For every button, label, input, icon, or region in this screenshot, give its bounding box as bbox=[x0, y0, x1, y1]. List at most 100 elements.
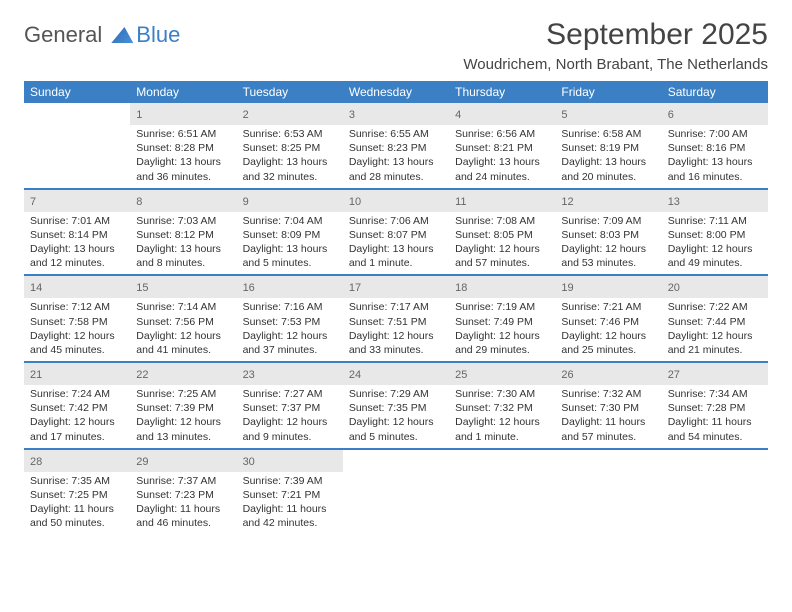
day-number: 18 bbox=[455, 282, 467, 294]
day-number: 10 bbox=[349, 196, 361, 208]
sunset-text: Sunset: 7:39 PM bbox=[135, 401, 231, 415]
day-number: 13 bbox=[668, 196, 680, 208]
daylight-text: Daylight: 12 hours bbox=[135, 415, 231, 429]
calendar-cell: 24Sunrise: 7:29 AMSunset: 7:35 PMDayligh… bbox=[343, 362, 449, 449]
calendar-cell bbox=[343, 449, 449, 535]
sunset-text: Sunset: 7:44 PM bbox=[667, 315, 763, 329]
sunrise-text: Sunrise: 7:39 AM bbox=[242, 474, 338, 488]
sunset-text: Sunset: 8:00 PM bbox=[667, 228, 763, 242]
day-header-row: SundayMondayTuesdayWednesdayThursdayFrid… bbox=[24, 81, 768, 103]
daylight-text: Daylight: 13 hours bbox=[135, 242, 231, 256]
sunset-text: Sunset: 8:12 PM bbox=[135, 228, 231, 242]
daylight-text: and 8 minutes. bbox=[135, 256, 231, 270]
calendar-cell: 25Sunrise: 7:30 AMSunset: 7:32 PMDayligh… bbox=[449, 362, 555, 449]
sunrise-text: Sunrise: 7:08 AM bbox=[454, 214, 550, 228]
day-number: 25 bbox=[455, 369, 467, 381]
daylight-text: Daylight: 12 hours bbox=[348, 415, 444, 429]
daylight-text: and 42 minutes. bbox=[242, 516, 338, 530]
daylight-text: and 24 minutes. bbox=[454, 170, 550, 184]
daylight-text: and 54 minutes. bbox=[667, 430, 763, 444]
daylight-text: and 32 minutes. bbox=[242, 170, 338, 184]
day-header: Sunday bbox=[24, 81, 130, 103]
sunrise-text: Sunrise: 7:16 AM bbox=[242, 300, 338, 314]
sunset-text: Sunset: 8:07 PM bbox=[348, 228, 444, 242]
day-number: 26 bbox=[561, 369, 573, 381]
location-text: Woudrichem, North Brabant, The Netherlan… bbox=[463, 56, 768, 73]
day-number: 23 bbox=[243, 369, 255, 381]
calendar-cell: 3Sunrise: 6:55 AMSunset: 8:23 PMDaylight… bbox=[343, 103, 449, 189]
calendar-cell: 13Sunrise: 7:11 AMSunset: 8:00 PMDayligh… bbox=[662, 189, 768, 276]
daylight-text: Daylight: 11 hours bbox=[667, 415, 763, 429]
sunrise-text: Sunrise: 7:14 AM bbox=[135, 300, 231, 314]
logo-text-2: Blue bbox=[136, 22, 180, 48]
calendar-cell bbox=[24, 103, 130, 189]
daylight-text: Daylight: 12 hours bbox=[454, 329, 550, 343]
sunrise-text: Sunrise: 7:22 AM bbox=[667, 300, 763, 314]
sunset-text: Sunset: 8:25 PM bbox=[242, 141, 338, 155]
day-number: 21 bbox=[30, 369, 42, 381]
calendar-cell: 19Sunrise: 7:21 AMSunset: 7:46 PMDayligh… bbox=[555, 275, 661, 362]
daylight-text: Daylight: 12 hours bbox=[242, 329, 338, 343]
daylight-text: Daylight: 12 hours bbox=[135, 329, 231, 343]
sunset-text: Sunset: 8:05 PM bbox=[454, 228, 550, 242]
calendar-cell bbox=[555, 449, 661, 535]
daylight-text: Daylight: 13 hours bbox=[29, 242, 125, 256]
daylight-text: and 57 minutes. bbox=[560, 430, 656, 444]
daylight-text: and 13 minutes. bbox=[135, 430, 231, 444]
day-number: 12 bbox=[561, 196, 573, 208]
day-number: 4 bbox=[455, 109, 461, 121]
sunset-text: Sunset: 7:46 PM bbox=[560, 315, 656, 329]
sunrise-text: Sunrise: 7:11 AM bbox=[667, 214, 763, 228]
sunrise-text: Sunrise: 7:21 AM bbox=[560, 300, 656, 314]
daylight-text: Daylight: 12 hours bbox=[348, 329, 444, 343]
daylight-text: Daylight: 13 hours bbox=[135, 155, 231, 169]
sunrise-text: Sunrise: 7:37 AM bbox=[135, 474, 231, 488]
daylight-text: and 46 minutes. bbox=[135, 516, 231, 530]
daylight-text: Daylight: 12 hours bbox=[454, 242, 550, 256]
sunrise-text: Sunrise: 7:25 AM bbox=[135, 387, 231, 401]
daylight-text: and 5 minutes. bbox=[242, 256, 338, 270]
day-number: 2 bbox=[243, 109, 249, 121]
sunset-text: Sunset: 7:21 PM bbox=[242, 488, 338, 502]
day-number: 27 bbox=[668, 369, 680, 381]
sunrise-text: Sunrise: 7:35 AM bbox=[29, 474, 125, 488]
sunset-text: Sunset: 8:28 PM bbox=[135, 141, 231, 155]
daylight-text: and 36 minutes. bbox=[135, 170, 231, 184]
calendar-cell: 23Sunrise: 7:27 AMSunset: 7:37 PMDayligh… bbox=[237, 362, 343, 449]
daylight-text: Daylight: 13 hours bbox=[560, 155, 656, 169]
calendar-week-row: 28Sunrise: 7:35 AMSunset: 7:25 PMDayligh… bbox=[24, 449, 768, 535]
calendar-cell: 2Sunrise: 6:53 AMSunset: 8:25 PMDaylight… bbox=[237, 103, 343, 189]
calendar-cell: 11Sunrise: 7:08 AMSunset: 8:05 PMDayligh… bbox=[449, 189, 555, 276]
sunrise-text: Sunrise: 6:55 AM bbox=[348, 127, 444, 141]
sunrise-text: Sunrise: 6:56 AM bbox=[454, 127, 550, 141]
daylight-text: and 9 minutes. bbox=[242, 430, 338, 444]
day-number: 29 bbox=[136, 456, 148, 468]
sunset-text: Sunset: 8:19 PM bbox=[560, 141, 656, 155]
logo-text-1: General bbox=[24, 22, 102, 48]
sunset-text: Sunset: 7:58 PM bbox=[29, 315, 125, 329]
daylight-text: and 5 minutes. bbox=[348, 430, 444, 444]
calendar-cell: 29Sunrise: 7:37 AMSunset: 7:23 PMDayligh… bbox=[130, 449, 236, 535]
daylight-text: Daylight: 11 hours bbox=[135, 502, 231, 516]
daylight-text: Daylight: 13 hours bbox=[242, 242, 338, 256]
daylight-text: Daylight: 12 hours bbox=[667, 329, 763, 343]
sunset-text: Sunset: 7:30 PM bbox=[560, 401, 656, 415]
calendar-cell: 18Sunrise: 7:19 AMSunset: 7:49 PMDayligh… bbox=[449, 275, 555, 362]
calendar-cell bbox=[449, 449, 555, 535]
daylight-text: and 20 minutes. bbox=[560, 170, 656, 184]
day-header: Thursday bbox=[449, 81, 555, 103]
calendar-cell: 9Sunrise: 7:04 AMSunset: 8:09 PMDaylight… bbox=[237, 189, 343, 276]
sunset-text: Sunset: 7:42 PM bbox=[29, 401, 125, 415]
calendar-cell: 12Sunrise: 7:09 AMSunset: 8:03 PMDayligh… bbox=[555, 189, 661, 276]
daylight-text: Daylight: 11 hours bbox=[560, 415, 656, 429]
calendar-cell: 10Sunrise: 7:06 AMSunset: 8:07 PMDayligh… bbox=[343, 189, 449, 276]
sunrise-text: Sunrise: 7:19 AM bbox=[454, 300, 550, 314]
daylight-text: Daylight: 12 hours bbox=[242, 415, 338, 429]
daylight-text: Daylight: 13 hours bbox=[348, 155, 444, 169]
daylight-text: and 1 minute. bbox=[348, 256, 444, 270]
day-number: 16 bbox=[243, 282, 255, 294]
daylight-text: and 17 minutes. bbox=[29, 430, 125, 444]
daylight-text: and 21 minutes. bbox=[667, 343, 763, 357]
daylight-text: and 33 minutes. bbox=[348, 343, 444, 357]
calendar-cell: 26Sunrise: 7:32 AMSunset: 7:30 PMDayligh… bbox=[555, 362, 661, 449]
